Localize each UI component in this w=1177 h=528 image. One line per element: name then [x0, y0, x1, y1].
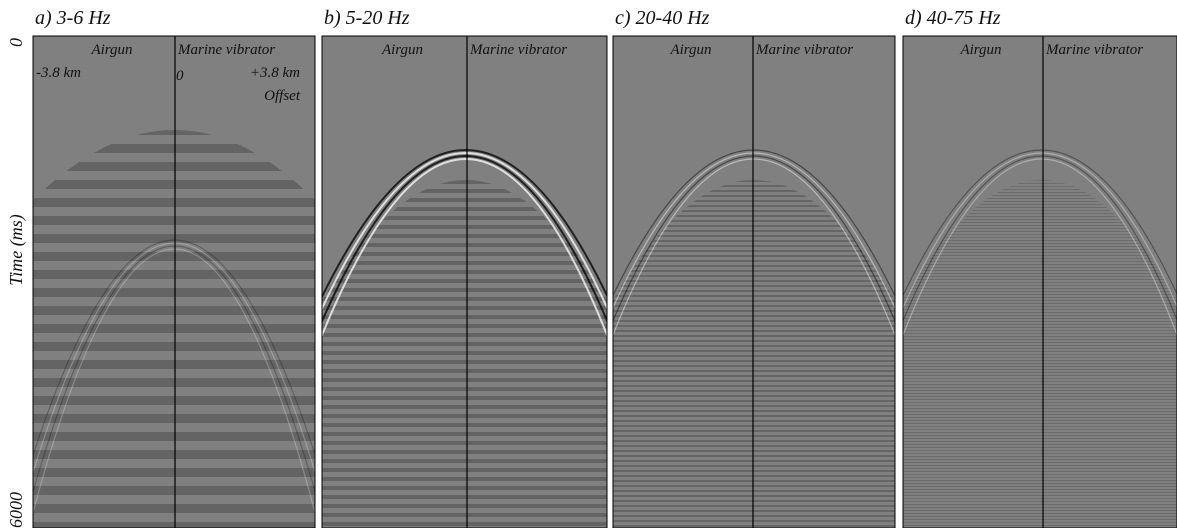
panel-frame: [32, 35, 316, 528]
panel-frame: [612, 35, 896, 528]
wavefront: [322, 149, 607, 300]
texture: [322, 180, 607, 528]
panel: [613, 36, 895, 528]
source-label: Airgun: [90, 42, 132, 58]
panel-title: d) 40-75 Hz: [905, 7, 1001, 29]
source-label: Marine vibrator: [177, 42, 275, 58]
texture: [613, 180, 895, 528]
wavefront: [903, 152, 1177, 310]
panel-frame: [902, 35, 1177, 528]
offset-zero: 0: [176, 68, 184, 84]
panel: [903, 36, 1177, 528]
source-label: Airgun: [381, 42, 423, 58]
wavefront: [322, 158, 607, 338]
source-label: Airgun: [959, 42, 1001, 58]
panel-title: a) 3-6 Hz: [35, 7, 111, 29]
source-label: Marine vibrator: [1045, 42, 1143, 58]
panels: a) 3-6 Hz Airgun Marine vibrator b) 5-20 Hz…: [32, 7, 1177, 528]
axis-tick: 0: [6, 38, 26, 47]
axis-tick: 6000: [6, 492, 26, 528]
wavefront: [322, 155, 607, 324]
wavefront: [322, 152, 607, 311]
panel-title: c) 20-40 Hz: [615, 7, 710, 29]
panel-title: b) 5-20 Hz: [324, 7, 410, 29]
panel: [322, 36, 607, 528]
wavefront: [903, 158, 1177, 337]
texture: [903, 180, 1177, 528]
texture: [33, 130, 315, 528]
panel: [33, 36, 315, 528]
offset-right: +3.8 km: [250, 65, 300, 81]
offset-left: -3.8 km: [36, 65, 81, 81]
source-label: Marine vibrator: [755, 42, 853, 58]
wavefront: [903, 155, 1177, 323]
panel-frame: [321, 35, 608, 528]
source-label: Marine vibrator: [469, 42, 567, 58]
offset-label: Offset: [264, 88, 301, 104]
wavefront: [903, 149, 1177, 298]
axis-label: Time (ms): [6, 214, 27, 286]
source-label: Airgun: [669, 42, 711, 58]
